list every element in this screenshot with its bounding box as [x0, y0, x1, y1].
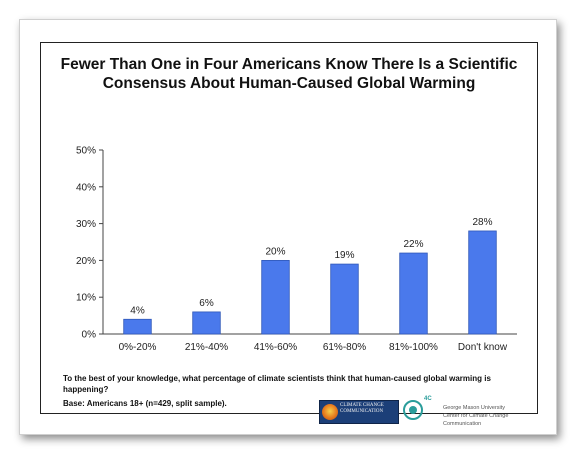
y-tick-label: 40% [76, 182, 96, 193]
y-tick-label: 50% [76, 146, 96, 157]
bar-data-label: 20% [265, 246, 285, 257]
bar-data-label: 28% [472, 217, 492, 228]
bar [123, 318, 152, 335]
x-tick-label: 61%-80% [323, 342, 366, 353]
chart-title-line-1: Fewer Than One in Four Americans Know Th… [60, 56, 518, 73]
sample-base: Base: Americans 18+ (n=429, split sample… [63, 399, 227, 408]
4c-logo-icon [403, 400, 423, 420]
sun-icon [322, 404, 338, 420]
bar-data-label: 4% [130, 305, 145, 316]
x-tick-label: 81%-100% [389, 342, 438, 353]
y-tick-label: 10% [76, 293, 96, 304]
bar [330, 263, 359, 335]
bar [399, 252, 428, 335]
bar-data-label: 6% [199, 298, 214, 309]
chart-frame: Fewer Than One in Four Americans Know Th… [40, 42, 538, 427]
y-tick-label: 30% [76, 219, 96, 230]
climate-change-communication-logo: CLIMATE CHANGE COMMUNICATION [319, 400, 399, 424]
y-tick-label: 20% [76, 256, 96, 267]
c3-logo-text: CLIMATE CHANGE COMMUNICATION [340, 403, 384, 414]
x-tick-label: 41%-60% [254, 342, 297, 353]
chart-title-line-2: Consensus About Human-Caused Global Warm… [102, 75, 476, 92]
survey-question: To the best of your knowledge, what perc… [63, 374, 491, 394]
chart-title: Fewer Than One in Four Americans Know Th… [41, 55, 537, 93]
bar-data-label: 19% [334, 250, 354, 261]
bar-data-label: 22% [403, 239, 423, 250]
slide: Fewer Than One in Four Americans Know Th… [19, 19, 557, 435]
x-tick-label: 0%-20% [119, 342, 157, 353]
4c-logo-label: 4C [424, 396, 432, 402]
x-tick-label: 21%-40% [185, 342, 228, 353]
y-tick-label: 0% [82, 330, 97, 341]
bar [468, 230, 497, 335]
gmu-line-2: Center for Climate Change Communication [443, 413, 509, 427]
gmu-center-label: George Mason University Center for Clima… [443, 404, 537, 428]
bar [192, 311, 221, 335]
gmu-line-1: George Mason University [443, 405, 506, 411]
bar-chart: 0% 10% 20% 30% 40% 50% 4% 0%-20% 6% 21%-40% 20% 41%… [76, 146, 517, 353]
x-tick-label: Don't know [458, 342, 508, 353]
bar [261, 259, 290, 335]
